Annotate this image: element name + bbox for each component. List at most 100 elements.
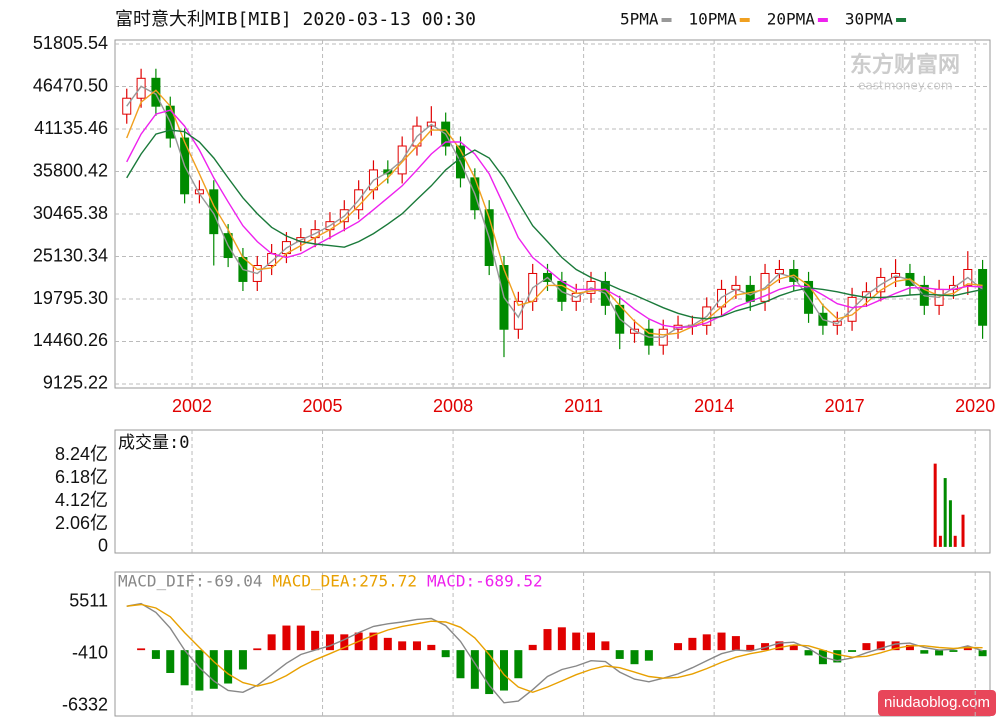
y-tick-label: 0 <box>98 536 108 556</box>
macd-bar <box>804 650 813 656</box>
y-tick-label: 19795.30 <box>33 288 108 308</box>
macd-bar <box>761 643 770 651</box>
y-tick-label: 9125.22 <box>43 373 108 393</box>
macd-bar <box>731 636 740 651</box>
volume-bar <box>953 535 957 547</box>
macd-bar <box>456 650 465 679</box>
y-tick-label: 5511 <box>69 591 108 611</box>
x-tick-label: 2014 <box>694 396 734 416</box>
macd-bar <box>615 650 624 659</box>
macd-bar <box>862 643 871 651</box>
macd-bar <box>630 650 639 665</box>
candle-body <box>978 268 988 326</box>
macd-bar <box>325 634 334 651</box>
volume-frame <box>114 429 991 554</box>
macd-bar <box>528 644 537 651</box>
macd-bar <box>427 644 436 651</box>
volume-bar <box>943 478 947 547</box>
macd-bar <box>253 648 262 651</box>
macd-bar <box>601 641 610 651</box>
macd-bar <box>441 650 450 658</box>
macd-bar <box>557 627 566 651</box>
x-tick-label: 2005 <box>303 396 343 416</box>
macd-bar <box>470 650 479 689</box>
y-tick-label: 25130.34 <box>33 245 108 265</box>
macd-bar <box>499 650 508 691</box>
macd-bar <box>876 641 885 651</box>
legend-label: 5PMA <box>620 10 659 29</box>
macd-bar <box>848 650 857 652</box>
volume-bar <box>938 535 942 547</box>
legend-label: MACD:-689.52 <box>427 572 543 591</box>
macd-bar <box>137 648 146 651</box>
ma-line <box>126 85 984 338</box>
legend-label: MACD_DEA:275.72 <box>273 572 418 591</box>
macd-bar <box>267 634 276 651</box>
y-tick-label: 14460.26 <box>33 330 108 350</box>
y-tick-label: 2.06亿 <box>55 513 108 533</box>
volume-bar <box>933 463 937 547</box>
macd-bar <box>224 650 233 684</box>
legend-label: 10PMA <box>689 10 738 29</box>
legend-label: 30PMA <box>845 10 894 29</box>
volume-bar <box>948 500 952 547</box>
legend-label: MACD_DIF:-69.04 <box>118 572 263 591</box>
macd-bar <box>151 650 160 659</box>
legend-swatch <box>896 18 907 22</box>
macd-bar <box>746 644 755 651</box>
macd-bar <box>514 650 523 679</box>
macd-bar <box>674 643 683 651</box>
y-tick-label: 51805.54 <box>33 33 108 53</box>
macd-bar <box>978 650 987 657</box>
macd-bar <box>949 650 958 652</box>
macd-bar <box>833 650 842 663</box>
ma-line <box>126 109 983 329</box>
macd-bar <box>775 641 784 651</box>
watermark-url: eastmoney.com <box>858 79 953 93</box>
volume-title: 成交量:0 <box>118 433 189 453</box>
legend-label: 20PMA <box>767 10 816 29</box>
macd-bar <box>282 625 291 651</box>
macd-bar <box>180 650 189 686</box>
macd-bar <box>311 630 320 651</box>
macd-bar <box>905 644 914 651</box>
y-tick-label: 8.24亿 <box>55 444 108 464</box>
macd-bar <box>209 650 218 689</box>
footer-badge <box>878 690 996 716</box>
macd-bar <box>296 625 305 651</box>
y-tick-label: 41135.46 <box>34 118 108 138</box>
legend-swatch <box>817 18 828 22</box>
chart-title: 富时意大利MIB[MIB] 2020-03-13 00:30 <box>115 9 476 30</box>
macd-bar <box>543 629 552 651</box>
macd-line <box>126 602 983 704</box>
x-tick-label: 2002 <box>172 396 212 416</box>
macd-bar <box>485 650 494 695</box>
watermark-title: 东方财富网 <box>850 52 960 78</box>
ma-line <box>126 89 983 336</box>
macd-bar <box>891 641 900 651</box>
y-tick-label: 30465.38 <box>33 203 108 223</box>
y-tick-label: 46470.50 <box>33 75 108 95</box>
macd-bar <box>688 637 697 651</box>
macd-bar <box>166 650 175 673</box>
macd-frame <box>114 571 991 717</box>
macd-bar <box>398 641 407 651</box>
macd-bar <box>412 641 421 651</box>
macd-bar <box>935 650 944 656</box>
legend-swatch <box>739 18 750 22</box>
ma-line <box>126 129 983 320</box>
macd-bar <box>644 650 653 661</box>
macd-bar <box>238 650 247 670</box>
macd-line <box>126 603 983 694</box>
macd-bar <box>383 637 392 651</box>
x-tick-label: 2008 <box>433 396 473 416</box>
macd-bar <box>963 646 972 651</box>
macd-bar <box>340 634 349 651</box>
macd-bar <box>369 632 378 651</box>
macd-bar <box>920 650 929 654</box>
footer-text: niudaoblog.com <box>884 694 990 711</box>
macd-bar <box>587 632 596 651</box>
macd-bar <box>702 634 711 651</box>
x-tick-label: 2011 <box>564 396 603 416</box>
y-tick-label: 35800.42 <box>33 160 108 180</box>
